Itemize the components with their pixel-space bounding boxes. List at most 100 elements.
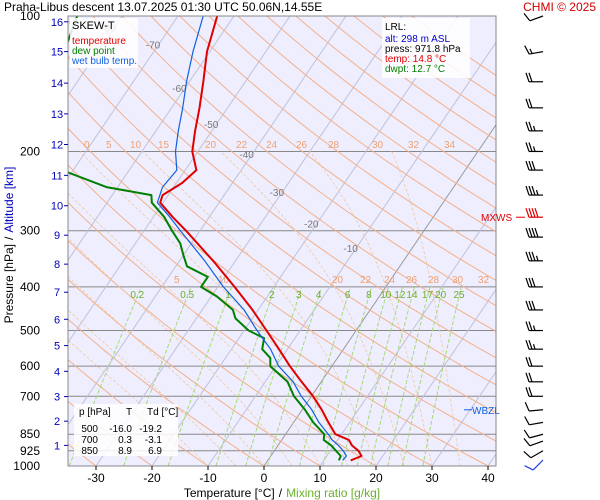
wind-barb-flag: [525, 251, 530, 262]
isotherm-line: [0, 16, 10, 466]
dry-adiabat-line: [68, 318, 265, 466]
x-tick-label: 0: [261, 471, 268, 485]
wind-barb-flag: [528, 356, 533, 367]
wind-barb: [524, 459, 544, 471]
moist-adiabat-line: [391, 151, 461, 466]
isotherm-line: [431, 370, 496, 466]
series-dew-point-line: [68, 16, 342, 461]
wind-barb-flag: [528, 300, 533, 311]
dry-adiabat-label: 20: [205, 140, 217, 151]
dry-adiabat-label: 24: [266, 140, 278, 151]
pressure-tick-label: 300: [20, 224, 40, 238]
altitude-tick-label: 11: [51, 170, 62, 182]
wind-barb: [525, 142, 543, 153]
pressure-tick-label: 500: [20, 324, 40, 338]
level-table-cell: 0.3: [118, 435, 132, 446]
wind-barb-flag: [525, 72, 530, 82]
legend-entry: dew point: [72, 46, 115, 57]
dry-adiabat-label: 34: [444, 140, 456, 151]
dry-adiabat-label: 32: [478, 275, 490, 286]
altitude-tick-label: 1: [54, 440, 60, 452]
wind-barb-flag: [528, 121, 533, 132]
wind-barb: [524, 45, 544, 55]
x-tick-label: -10: [199, 471, 217, 485]
wind-barb-flag: [534, 208, 539, 218]
lrl-line: temp: 14.8 °C: [385, 54, 446, 65]
mixing-ratio-label: 1: [225, 290, 231, 301]
mixing-ratio-label: 3: [296, 290, 302, 301]
x-axis-label-mixing: Mixing ratio [g/kg]: [286, 486, 380, 500]
moist-adiabat-line: [68, 339, 209, 466]
mixing-ratio-line: [266, 286, 323, 466]
mixing-ratio-line: [68, 286, 142, 466]
mixing-ratio-label: 14: [406, 290, 418, 301]
level-table-header: T: [126, 407, 132, 418]
isotherm-line: [95, 16, 403, 466]
wind-barb-half-flag: [532, 125, 536, 132]
wind-barb-flag: [531, 208, 536, 218]
isotherm-label: -60: [172, 84, 187, 95]
mixing-ratio-line: [401, 286, 444, 466]
wind-barb: [524, 416, 544, 426]
pressure-tick-label: 200: [20, 144, 40, 158]
altitude-tick-label: 16: [51, 17, 63, 29]
isotherm-line: [68, 16, 347, 426]
x-tick-label: 20: [369, 471, 383, 485]
altitude-tick-label: 15: [51, 47, 63, 59]
mixing-ratio-label: 10: [380, 290, 392, 301]
wind-barb-half-flag: [535, 189, 539, 196]
pressure-tick-label: 1000: [13, 459, 40, 473]
x-axis-label-temperature: Temperature [°C]: [184, 486, 275, 500]
isotherm-line: [263, 123, 496, 466]
wind-barb: [523, 12, 544, 22]
wind-barb-flag: [525, 321, 530, 331]
dry-adiabat-label: 26: [296, 140, 308, 151]
series-wet-bulb-temp-line: [156, 16, 347, 461]
dry-adiabat-line: [68, 201, 433, 466]
level-table-cell: 500: [81, 424, 98, 435]
lrl-line: alt: 298 m ASL: [385, 34, 450, 45]
series-temperature-line: [159, 16, 363, 462]
mxws-label: MXWS: [481, 213, 512, 224]
wind-barb: [525, 277, 543, 288]
altitude-tick-label: 10: [51, 201, 63, 213]
lrl-title: LRL:: [385, 22, 406, 33]
pressure-tick-label: 700: [20, 389, 40, 403]
dry-adiabat-label: 30: [452, 275, 464, 286]
wind-barb: [523, 438, 544, 447]
wind-barb: [525, 339, 543, 350]
mixing-ratio-label: 2: [269, 290, 275, 301]
dry-adiabat-line: [68, 127, 496, 442]
dry-adiabat-label: 10: [130, 140, 142, 151]
wind-barb-flag: [528, 339, 533, 350]
isotherm-line: [68, 16, 235, 262]
dry-adiabat-line: [150, 16, 496, 282]
mixing-ratio-line: [298, 286, 351, 466]
isotherm-line: [68, 16, 179, 179]
lrl-line: dwpt: 12.7 °C: [385, 64, 445, 75]
wind-barb-staff: [532, 459, 544, 471]
altitude-tick-label: 8: [54, 259, 60, 271]
wind-barb-flag: [531, 277, 536, 288]
dry-adiabat-line: [68, 55, 496, 386]
lrl-box: [382, 18, 470, 78]
dry-adiabat-line: [237, 16, 496, 209]
wind-barb-flag: [525, 227, 530, 238]
wind-barb-staff: [529, 409, 544, 412]
credit-label: CHMI © 2025: [523, 0, 596, 14]
mixing-ratio-label: 4: [316, 290, 322, 301]
mixing-ratio-label: 0.2: [130, 290, 144, 301]
level-table-cell: -19.2: [139, 424, 162, 435]
wind-barb-flag: [525, 372, 530, 383]
level-table-cell: 6.9: [148, 446, 162, 457]
wind-barb-flag: [528, 185, 533, 196]
level-table-box: [74, 404, 178, 456]
wind-barb-flag: [525, 277, 530, 288]
moist-adiabat-line: [68, 237, 293, 466]
mixing-ratio-label: 0.5: [180, 290, 194, 301]
dry-adiabat-label: 10: [218, 275, 230, 286]
dry-adiabat-line: [68, 278, 321, 466]
level-table-cell: -3.1: [145, 435, 163, 446]
level-table-cell: 8.9: [118, 446, 132, 457]
